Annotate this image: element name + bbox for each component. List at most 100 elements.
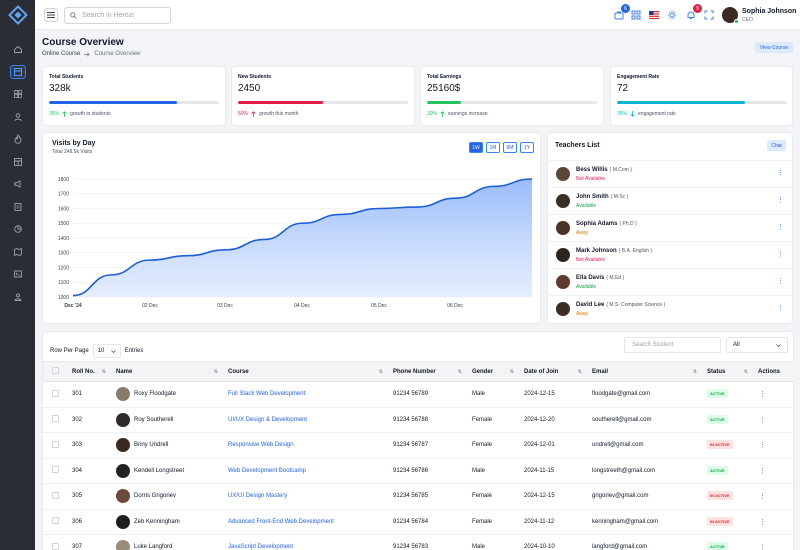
select-cell: [43, 381, 68, 408]
student-name: Luke Langford: [134, 544, 173, 550]
range-button-1w[interactable]: 1W: [469, 142, 483, 153]
more-vertical-icon[interactable]: ⋮: [777, 224, 784, 231]
flag-icon[interactable]: [648, 9, 660, 21]
gender-cell: Male: [468, 458, 520, 484]
course-link[interactable]: Full Stack Web Development: [228, 391, 306, 398]
table-row[interactable]: 304 Kendell Longstreet Web Development Boo…: [43, 458, 795, 484]
user-name[interactable]: Sophia Johnson: [742, 8, 797, 15]
breadcrumb-item[interactable]: Online Course: [42, 51, 81, 57]
chat-button[interactable]: Chat: [767, 140, 786, 151]
sort-icon[interactable]: ⇅: [457, 368, 462, 375]
bell-icon[interactable]: 9: [685, 4, 702, 21]
course-link[interactable]: Advanced Front-End Web Development: [228, 518, 334, 525]
teacher-item[interactable]: David Lee( M.S. Computer Science ) Away ⋮: [548, 295, 794, 322]
table-row[interactable]: 305 Dorris Grigoriev UX/UI Design Mastery 9…: [43, 483, 795, 510]
course-link[interactable]: JavaScript Development: [228, 544, 294, 550]
stat-label: growth this month: [259, 111, 299, 117]
row-checkbox[interactable]: [52, 440, 59, 448]
row-checkbox[interactable]: [52, 389, 59, 397]
student-name: Zeb Kenningham: [134, 518, 180, 525]
teacher-item[interactable]: John Smith( M.Sc ) Available ⋮: [548, 187, 794, 214]
user-avatar[interactable]: [722, 7, 739, 24]
sort-icon[interactable]: ⇅: [378, 368, 383, 375]
col-roll[interactable]: Roll No. ⇅: [68, 361, 112, 382]
col-gender[interactable]: Gender ⇅: [468, 361, 520, 382]
range-button-6m[interactable]: 6M: [503, 142, 517, 153]
row-checkbox[interactable]: [52, 415, 59, 423]
sort-icon[interactable]: ⇅: [213, 368, 218, 375]
row-checkbox[interactable]: [52, 517, 59, 525]
sidebar-item[interactable]: [0, 151, 35, 174]
more-vertical-icon[interactable]: ⋮: [759, 467, 766, 475]
table-row[interactable]: 303 Briny Undrell Responsive Web Design 912…: [43, 432, 795, 459]
sidebar-item[interactable]: [0, 263, 35, 286]
sidebar-item[interactable]: [0, 128, 35, 151]
breadcrumb-current: Course Overview: [94, 51, 141, 57]
teacher-item[interactable]: Ella Davis( M.Ed ) Available ⋮: [548, 268, 794, 295]
diamond-logo[interactable]: [0, 0, 35, 30]
more-vertical-icon[interactable]: ⋮: [777, 251, 784, 258]
more-vertical-icon[interactable]: ⋮: [777, 170, 784, 177]
table-row[interactable]: 306 Zeb Kenningham Advanced Front-End Web …: [43, 509, 795, 535]
grid-icon[interactable]: [630, 9, 642, 21]
more-vertical-icon[interactable]: ⋮: [759, 493, 766, 501]
sidebar-item[interactable]: [0, 38, 35, 61]
col-phone[interactable]: Phone Number ⇅: [389, 361, 468, 382]
sidebar-item[interactable]: [0, 218, 35, 241]
sun-icon[interactable]: [666, 9, 678, 21]
progress-fill: [617, 101, 745, 104]
more-vertical-icon[interactable]: ⋮: [777, 278, 784, 285]
sort-icon[interactable]: ⇅: [743, 368, 748, 375]
select-all-checkbox[interactable]: [52, 367, 59, 374]
teacher-name: David Lee: [576, 302, 605, 308]
course-link[interactable]: UI/UX Design & Development: [228, 416, 308, 423]
sidebar-item[interactable]: [0, 173, 35, 196]
row-checkbox[interactable]: [52, 542, 59, 550]
range-button-1y[interactable]: 1Y: [520, 142, 534, 153]
more-vertical-icon[interactable]: ⋮: [759, 442, 766, 450]
teacher-item[interactable]: Bess Willis( M.Com ) Not Available ⋮: [548, 160, 794, 187]
student-avatar: [116, 514, 130, 529]
course-link[interactable]: UX/UI Design Mastery: [228, 493, 288, 500]
col-name[interactable]: Name ⇅: [112, 361, 224, 382]
view-course-button[interactable]: View Course: [755, 42, 793, 53]
table-row[interactable]: 302 Roy Southerell UI/UX Design & Developm…: [43, 407, 795, 433]
course-link[interactable]: Web Development Bootcamp: [228, 467, 306, 474]
sidebar-item[interactable]: [0, 106, 35, 129]
more-vertical-icon[interactable]: ⋮: [759, 391, 766, 399]
sort-icon[interactable]: ⇅: [577, 368, 582, 375]
sidebar-item[interactable]: [0, 286, 35, 309]
more-vertical-icon[interactable]: ⋮: [759, 544, 766, 550]
col-course[interactable]: Course ⇅: [224, 361, 389, 382]
more-vertical-icon[interactable]: ⋮: [759, 518, 766, 526]
teacher-item[interactable]: Sophia Adams( Ph.D ) Away ⋮: [548, 214, 794, 241]
course-link[interactable]: Responsive Web Design: [228, 442, 294, 449]
more-vertical-icon[interactable]: ⋮: [777, 305, 784, 312]
sidebar-item[interactable]: [0, 241, 35, 264]
row-checkbox[interactable]: [52, 466, 59, 474]
menu-toggle-button[interactable]: [44, 8, 58, 22]
more-vertical-icon[interactable]: ⋮: [777, 197, 784, 204]
sidebar-item[interactable]: [0, 196, 35, 219]
briefcase-icon[interactable]: 6: [613, 4, 630, 21]
status-filter-select[interactable]: All: [726, 337, 788, 353]
col-date[interactable]: Date of Join ⇅: [520, 361, 588, 382]
sort-icon[interactable]: ⇅: [509, 368, 514, 375]
teacher-item[interactable]: Mark Johnson( B.A. English ) Not Availabl…: [548, 241, 794, 268]
range-button-1m[interactable]: 1M: [486, 142, 500, 153]
visits-area-chart: 1000 1100 1200 1300 1400 1500 1600 1700 1800 Dec …: [58, 177, 533, 309]
col-email[interactable]: Email ⇅: [588, 361, 703, 382]
search-box[interactable]: Search in Herozi: [64, 7, 171, 24]
sidebar-item[interactable]: [0, 61, 35, 84]
col-status[interactable]: Status ⇅: [703, 361, 754, 382]
search-student-input[interactable]: Search Student: [624, 337, 721, 353]
table-row[interactable]: 301 Roxy Floodgate Full Stack Web Developm…: [43, 381, 795, 408]
table-row[interactable]: 307 Luke Langford JavaScript Development 91…: [43, 534, 795, 550]
fullscreen-icon[interactable]: [703, 9, 715, 21]
sort-icon[interactable]: ⇅: [692, 368, 697, 375]
rows-per-page-select[interactable]: 10: [92, 344, 121, 358]
sidebar-item[interactable]: [0, 83, 35, 106]
more-vertical-icon[interactable]: ⋮: [759, 416, 766, 424]
row-checkbox[interactable]: [52, 491, 59, 499]
sort-icon[interactable]: ⇅: [101, 368, 106, 375]
